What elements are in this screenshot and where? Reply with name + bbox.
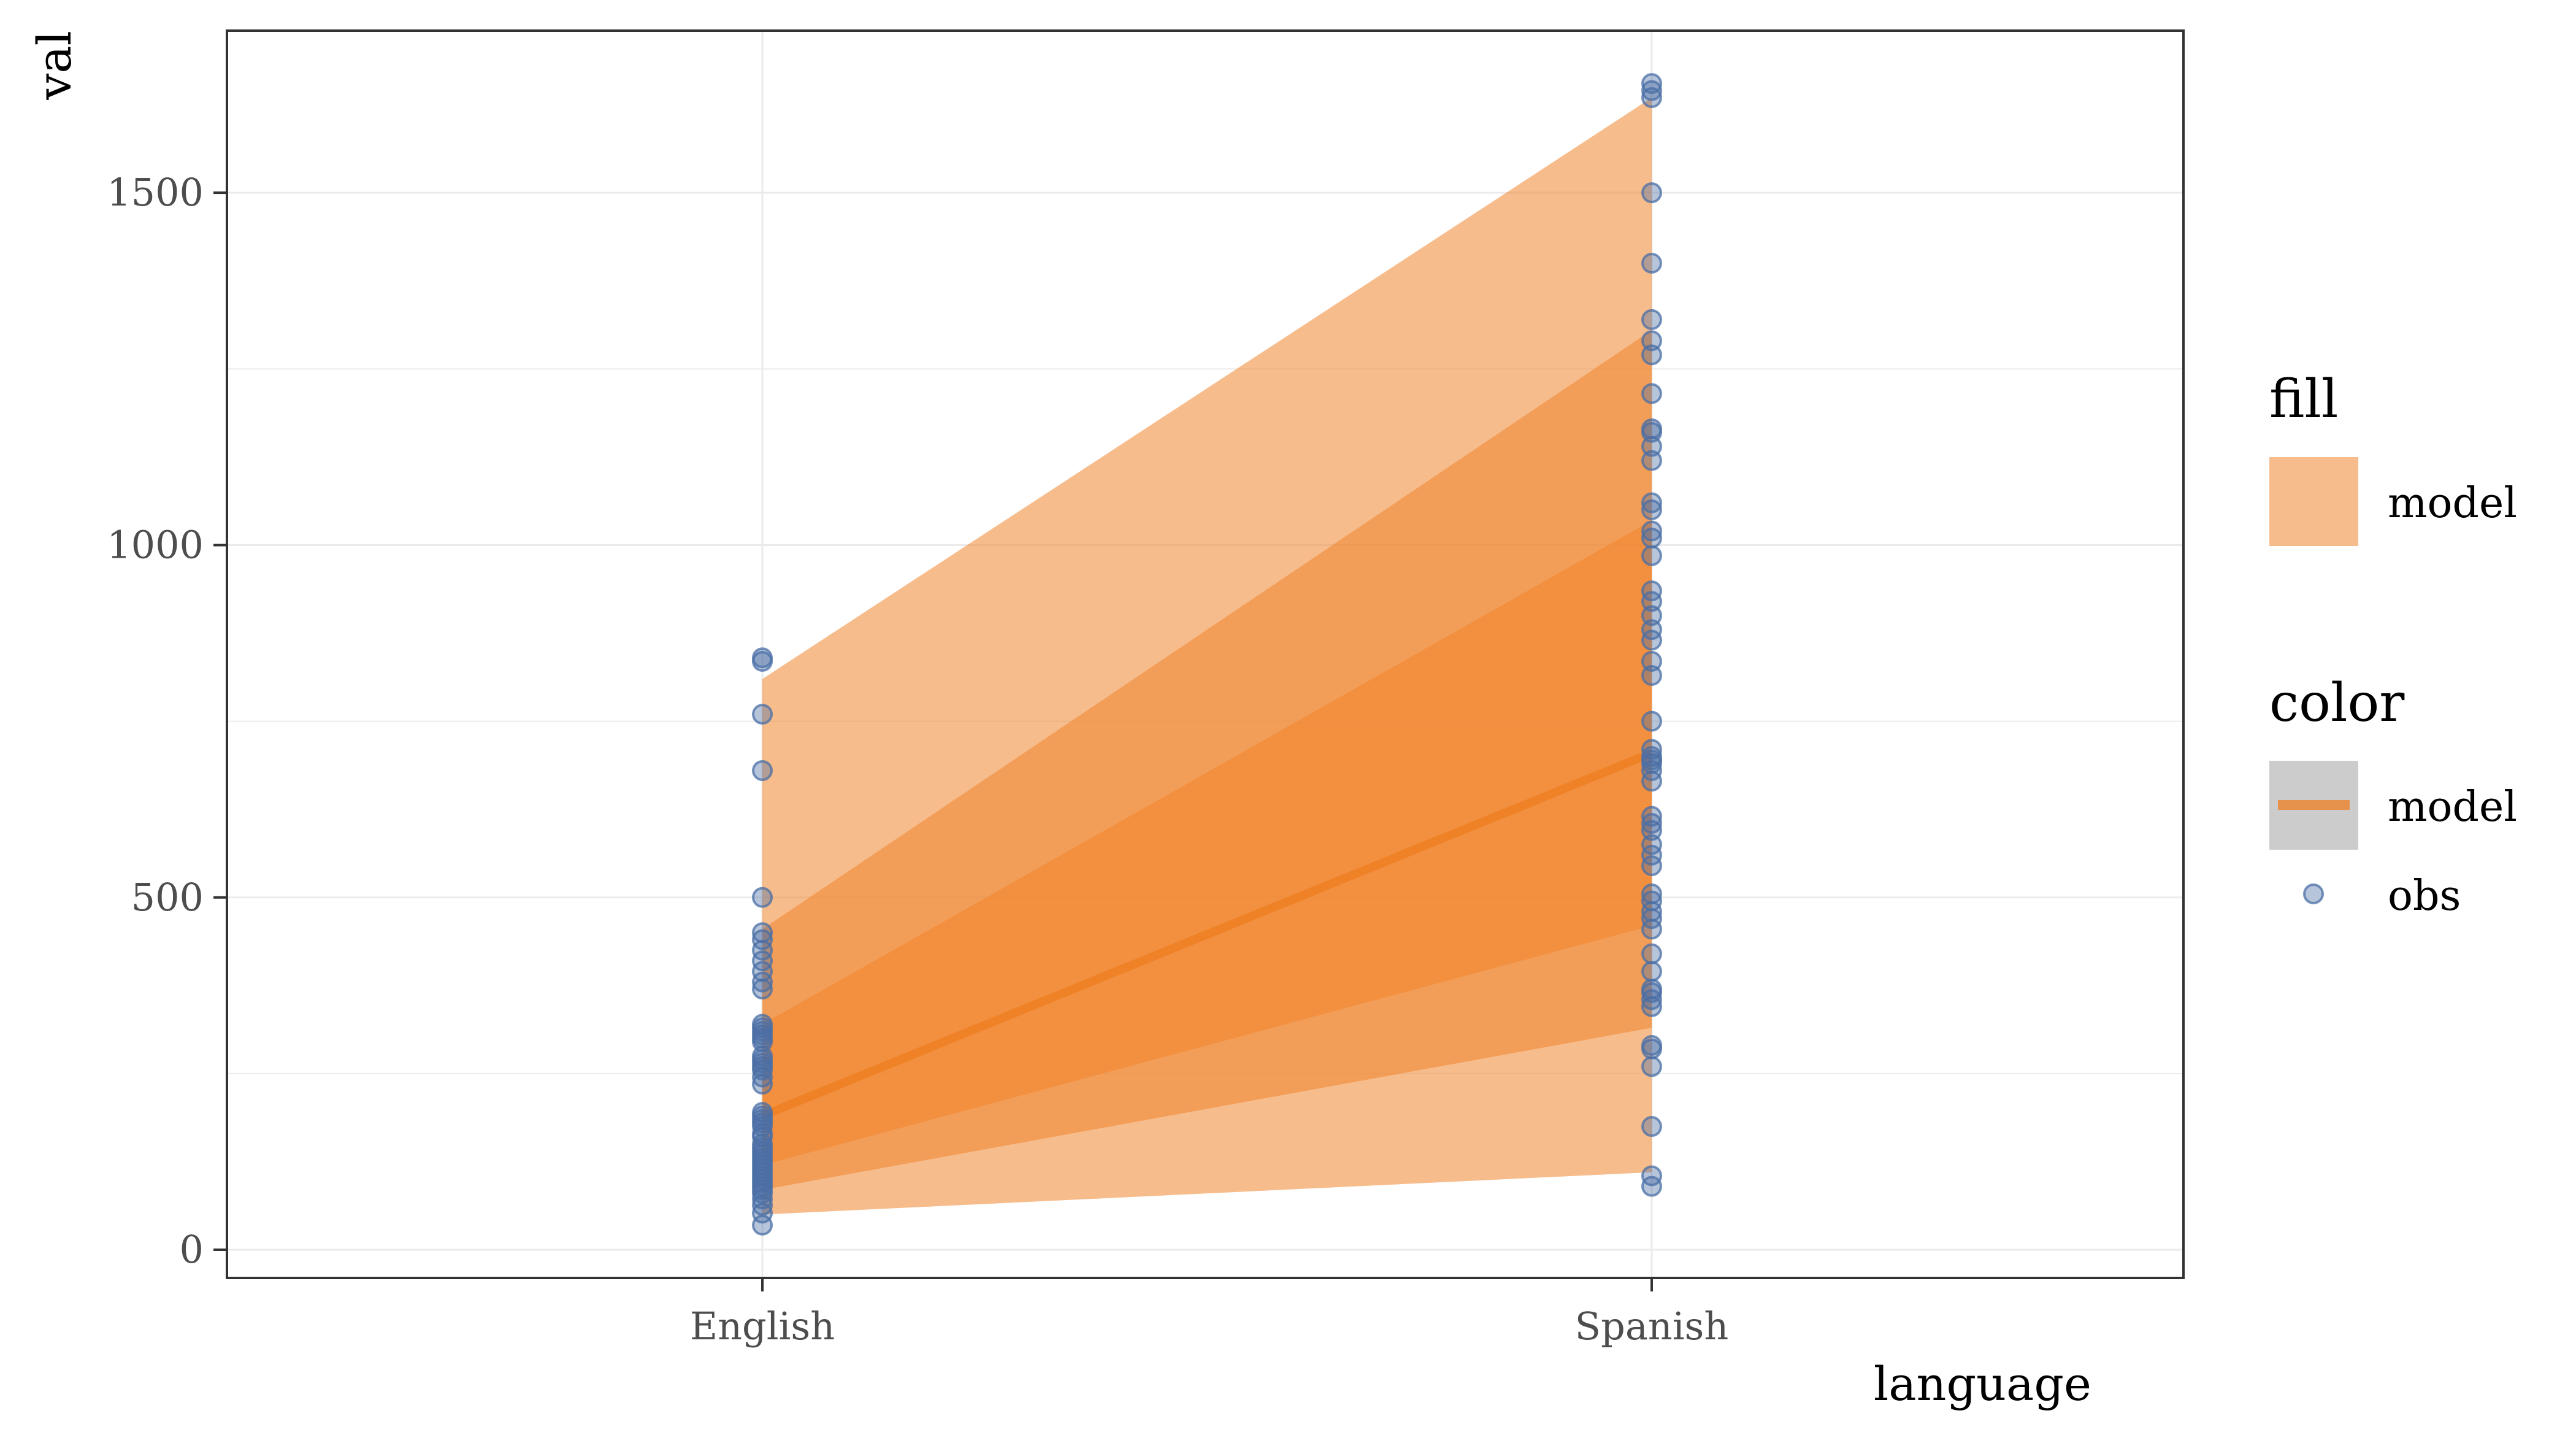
data-point [1641,746,1662,768]
data-point [1641,834,1662,855]
data-point [1641,344,1662,366]
data-point [1641,605,1662,626]
legend-point-label: obs [2388,872,2461,920]
data-point [1641,73,1662,94]
data-point [1641,883,1662,905]
data-point [1641,499,1662,521]
data-point [1641,760,1662,782]
data-point [1641,943,1662,964]
legend-line-label: model [2388,783,2517,831]
data-point [1641,664,1662,686]
data-point [1641,492,1662,514]
data-point [1641,989,1662,1010]
x-tick-label: English [690,1304,835,1349]
data-point [752,704,773,725]
data-point [1641,739,1662,760]
data-point [752,1202,773,1224]
x-tick-label: Spanish [1575,1304,1729,1349]
data-point [1641,1056,1662,1077]
data-point [1641,418,1662,439]
data-point [1641,309,1662,330]
data-point [1641,820,1662,841]
legend-point-key [2303,883,2324,904]
series-line-model [761,748,1654,1120]
y-axis-title: val [27,31,82,101]
data-point [1641,1165,1662,1187]
y-tick-label: 1000 [107,522,204,567]
data-point [1641,383,1662,404]
data-point [1641,253,1662,274]
data-point [1641,1034,1662,1056]
panel-border [226,29,2185,1279]
data-point [1641,650,1662,672]
data-point [1641,87,1662,109]
data-point [1641,450,1662,471]
data-point [1641,520,1662,542]
series-lines [761,748,1654,1120]
data-point [752,950,773,972]
y-tick-label: 0 [180,1227,204,1272]
data-point [1641,844,1662,866]
data-point [1641,591,1662,612]
data-point [1641,330,1662,352]
y-axis-ticks: 0 500 1000 1500 [107,170,227,1272]
data-point [1641,1176,1662,1197]
data-point [1641,629,1662,651]
data-point [752,760,773,782]
data-point [752,929,773,950]
x-axis-title: language [1874,1356,2091,1411]
data-point [1641,979,1662,1000]
data-point [752,971,773,993]
data-point [1641,1116,1662,1137]
data-point [1641,890,1662,912]
data-point [1641,619,1662,641]
x-axis-ticks: English Spanish [690,1278,1728,1349]
data-point [1641,855,1662,877]
data-point [1641,813,1662,834]
data-point [752,922,773,944]
data-point [1641,182,1662,204]
legend-color-title: color [2269,672,2405,734]
y-tick-label: 1500 [107,170,204,215]
data-point [1641,710,1662,732]
data-point [752,1014,773,1035]
data-point [752,1102,773,1123]
data-point [1641,545,1662,566]
legend-fill-label: model [2388,479,2517,528]
data-point [752,887,773,908]
data-point [1641,806,1662,827]
data-point [752,961,773,982]
data-point [1641,80,1662,101]
legend: fill model color model obs [2269,369,2517,920]
data-point [1641,527,1662,548]
y-tick-label: 500 [131,875,204,920]
band-inner [762,520,1652,1166]
data-point [1641,580,1662,602]
data-point [752,647,773,669]
legend-fill-title: fill [2269,369,2338,430]
data-point [1641,961,1662,982]
uncertainty-bands [762,98,1652,1215]
observation-points [752,73,1662,1236]
legend-fill-key [2269,457,2358,546]
